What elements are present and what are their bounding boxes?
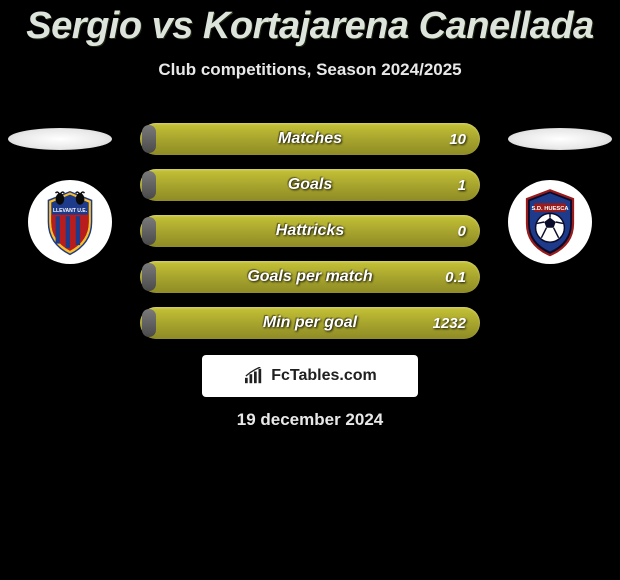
levante-badge-icon: LLEVANT U.E. bbox=[34, 186, 106, 258]
stat-row-hattricks: Hattricks 0 bbox=[140, 215, 480, 247]
stat-label: Goals per match bbox=[247, 268, 372, 286]
right-placeholder-oval bbox=[508, 128, 612, 150]
stat-row-gpm: Goals per match 0.1 bbox=[140, 261, 480, 293]
chart-icon bbox=[243, 367, 265, 385]
page-title: Sergio vs Kortajarena Canellada bbox=[0, 0, 620, 48]
svg-text:LLEVANT U.E.: LLEVANT U.E. bbox=[53, 208, 88, 214]
stat-row-mpg: Min per goal 1232 bbox=[140, 307, 480, 339]
stat-label: Goals bbox=[288, 176, 332, 194]
stat-value: 1232 bbox=[433, 315, 466, 332]
stat-label: Matches bbox=[278, 130, 342, 148]
stat-fill bbox=[142, 217, 156, 245]
left-club-badge: LLEVANT U.E. bbox=[28, 180, 112, 264]
stat-fill bbox=[142, 263, 156, 291]
subtitle: Club competitions, Season 2024/2025 bbox=[0, 60, 620, 80]
stat-fill bbox=[142, 309, 156, 337]
stat-label: Min per goal bbox=[263, 314, 357, 332]
stat-value: 0 bbox=[458, 223, 466, 240]
huesca-badge-icon: S.D. HUESCA bbox=[514, 186, 586, 258]
date-text: 19 december 2024 bbox=[0, 410, 620, 430]
stats-container: Matches 10 Goals 1 Hattricks 0 Goals per… bbox=[140, 123, 480, 353]
right-club-badge: S.D. HUESCA bbox=[508, 180, 592, 264]
brand-text: FcTables.com bbox=[271, 367, 377, 385]
stat-row-goals: Goals 1 bbox=[140, 169, 480, 201]
stat-fill bbox=[142, 171, 156, 199]
svg-text:S.D. HUESCA: S.D. HUESCA bbox=[531, 206, 568, 212]
left-placeholder-oval bbox=[8, 128, 112, 150]
brand-box[interactable]: FcTables.com bbox=[202, 355, 418, 397]
stat-label: Hattricks bbox=[276, 222, 344, 240]
stat-fill bbox=[142, 125, 156, 153]
stat-value: 0.1 bbox=[445, 269, 466, 286]
stat-row-matches: Matches 10 bbox=[140, 123, 480, 155]
stat-value: 10 bbox=[449, 131, 466, 148]
stat-value: 1 bbox=[458, 177, 466, 194]
